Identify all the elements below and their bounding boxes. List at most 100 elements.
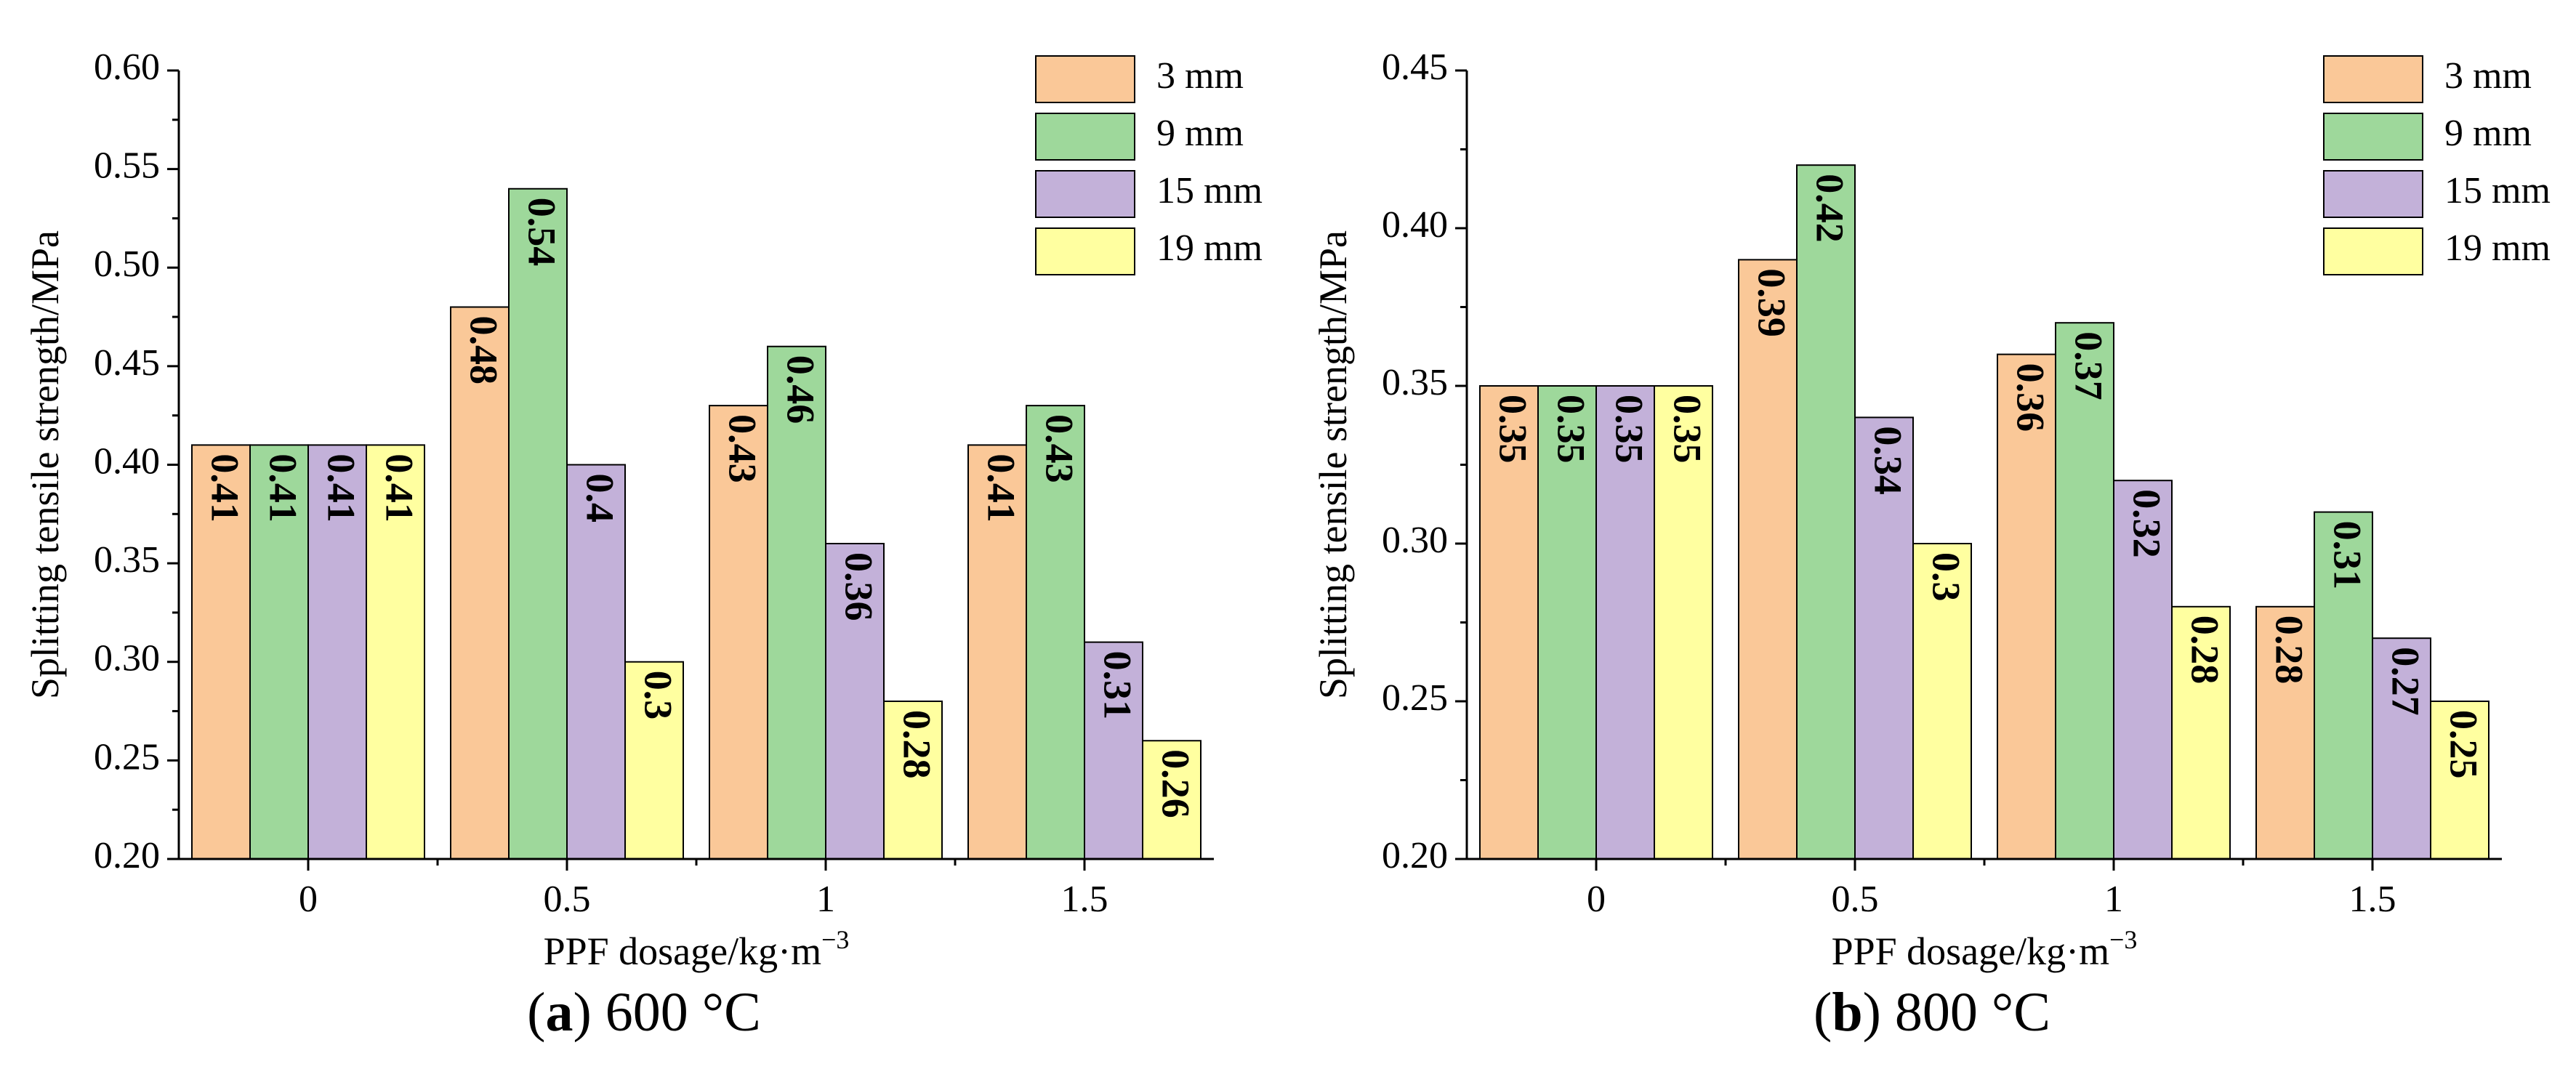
bar-19mm xyxy=(1912,543,1972,860)
y-tick-label: 0.25 xyxy=(94,736,160,778)
bar-value-label: 0.35 xyxy=(1550,395,1593,464)
x-axis-title: PPF dosage/kg·m−3 xyxy=(1832,925,2138,973)
bar-value-label: 0.41 xyxy=(378,453,422,523)
bar-value-label: 0.35 xyxy=(1608,395,1651,464)
y-tick-label: 0.40 xyxy=(1382,204,1448,246)
bar-value-label: 0.4 xyxy=(579,474,622,523)
y-tick-label: 0.30 xyxy=(94,638,160,679)
x-tick-label: 0.5 xyxy=(544,879,591,920)
legend-label: 3 mm xyxy=(1156,55,1244,97)
x-tick-label: 1.5 xyxy=(1061,879,1108,920)
legend-label: 15 mm xyxy=(2444,170,2551,211)
legend-swatch xyxy=(1035,170,1135,218)
legend-swatch xyxy=(1035,113,1135,161)
chart-panel-b: 0.35 0.39 0.36 0.28 0.35 0.42 0.37 0.31 0.35 0.34… xyxy=(1288,0,2576,1077)
x-axis-title: PPF dosage/kg·m−3 xyxy=(544,925,850,973)
bar-3mm xyxy=(1738,259,1798,860)
bar-19mm xyxy=(2171,605,2231,860)
bar-15mm xyxy=(2372,637,2431,860)
legend-swatch xyxy=(2323,113,2423,161)
bar-value-label: 0.26 xyxy=(1154,749,1198,818)
bar-3mm xyxy=(1997,353,2056,860)
bar-15mm xyxy=(566,464,626,860)
x-tick-label: 0 xyxy=(1587,879,1606,920)
legend-swatch xyxy=(1035,55,1135,103)
x-tick-label: 1.5 xyxy=(2349,879,2396,920)
bar-value-label: 0.37 xyxy=(2067,331,2111,400)
legend-label: 9 mm xyxy=(1156,113,1244,154)
bar-value-label: 0.34 xyxy=(1867,426,1910,495)
x-tick-label: 1 xyxy=(2104,879,2123,920)
caption-a: (a) 600 °C xyxy=(0,985,1288,1040)
bar-value-label: 0.28 xyxy=(2268,616,2311,685)
caption-b: (b) 800 °C xyxy=(1288,985,2576,1040)
x-axis-title-superscript: −3 xyxy=(821,925,849,954)
y-tick-label: 0.35 xyxy=(94,539,160,581)
bar-19mm xyxy=(883,701,943,860)
bar-value-label: 0.35 xyxy=(1492,395,1535,464)
bar-value-label: 0.36 xyxy=(2009,363,2053,432)
bar-9mm xyxy=(1796,164,1856,860)
legend-swatch xyxy=(1035,227,1135,275)
bar-15mm xyxy=(1595,385,1655,860)
caption-close: ) xyxy=(1862,982,1881,1043)
y-axis-title: Splitting tensile strength/MPa xyxy=(23,230,67,699)
bar-3mm xyxy=(967,444,1027,860)
bar-chart-a: 0.410.480.430.410.410.540.460.430.41 0.40… xyxy=(23,47,1263,973)
bar-value-label: 0.54 xyxy=(520,198,564,267)
y-tick-label: 0.45 xyxy=(94,342,160,384)
caption-text: 800 °C xyxy=(1880,982,2050,1043)
bar-value-label: 0.31 xyxy=(2326,521,2370,590)
bar-9mm xyxy=(1026,405,1085,860)
bar-value-label: 0.39 xyxy=(1750,268,1794,337)
bar-value-label: 0.28 xyxy=(2183,616,2227,685)
bar-value-label: 0.46 xyxy=(779,355,823,424)
bar-9mm xyxy=(1537,385,1597,860)
y-tick-label: 0.60 xyxy=(94,47,160,88)
bar-15mm xyxy=(2113,480,2173,860)
y-tick-label: 0.20 xyxy=(94,835,160,876)
x-tick-label: 0 xyxy=(299,879,318,920)
y-tick-label: 0.20 xyxy=(1382,835,1448,876)
bar-value-label: 0.3 xyxy=(1925,552,1968,602)
y-tick-label: 0.45 xyxy=(1382,47,1448,88)
caption-letter: b xyxy=(1832,982,1863,1043)
caption-text: 600 °C xyxy=(591,982,761,1043)
bar-value-label: 0.27 xyxy=(2384,647,2428,716)
bar-value-label: 0.28 xyxy=(895,710,939,779)
bar-19mm xyxy=(1654,385,1713,860)
bar-value-label: 0.31 xyxy=(1096,651,1140,720)
bar-19mm xyxy=(624,661,684,860)
caption-close: ) xyxy=(573,982,592,1043)
chart-panel-a: 0.41 0.48 0.43 0.41 0.41 0.54 0.46 0.43 0.41 0.4 0… xyxy=(0,47,1288,1040)
bar-value-label: 0.43 xyxy=(721,414,765,483)
bar-value-label: 0.42 xyxy=(1808,174,1852,243)
bar-3mm xyxy=(2255,605,2315,860)
y-tick-label: 0.50 xyxy=(94,243,160,285)
caption-letter: a xyxy=(545,982,573,1043)
caption-open: ( xyxy=(1814,982,1832,1043)
y-axis-title: Splitting tensile strength/MPa xyxy=(1311,230,1355,699)
bar-value-label: 0.35 xyxy=(1666,395,1710,464)
x-axis-title-superscript: −3 xyxy=(2109,925,2137,954)
bar-value-label: 0.25 xyxy=(2442,710,2486,779)
x-axis-title-text: PPF dosage/kg·m xyxy=(1832,929,2110,973)
legend-label: 9 mm xyxy=(2444,113,2532,154)
legend-swatch xyxy=(2323,227,2423,275)
legend-swatch xyxy=(2323,55,2423,103)
bar-9mm xyxy=(2055,322,2114,860)
bar-15mm xyxy=(825,543,885,860)
bar-chart-b: 0.350.390.360.280.350.420.370.310.35 0.34… xyxy=(1311,47,2551,973)
x-axis-title-text: PPF dosage/kg·m xyxy=(544,929,822,973)
x-tick-label: 0.5 xyxy=(1832,879,1879,920)
y-tick-label: 0.40 xyxy=(94,440,160,482)
legend-label: 19 mm xyxy=(2444,227,2551,269)
bar-9mm xyxy=(767,345,826,860)
bar-19mm xyxy=(366,444,425,860)
y-tick-label: 0.30 xyxy=(1382,520,1448,561)
bar-value-label: 0.41 xyxy=(262,453,305,523)
bar-value-label: 0.32 xyxy=(2125,489,2169,558)
x-tick-label: 1 xyxy=(816,879,835,920)
legend-swatch xyxy=(2323,170,2423,218)
bar-value-label: 0.36 xyxy=(837,552,881,621)
